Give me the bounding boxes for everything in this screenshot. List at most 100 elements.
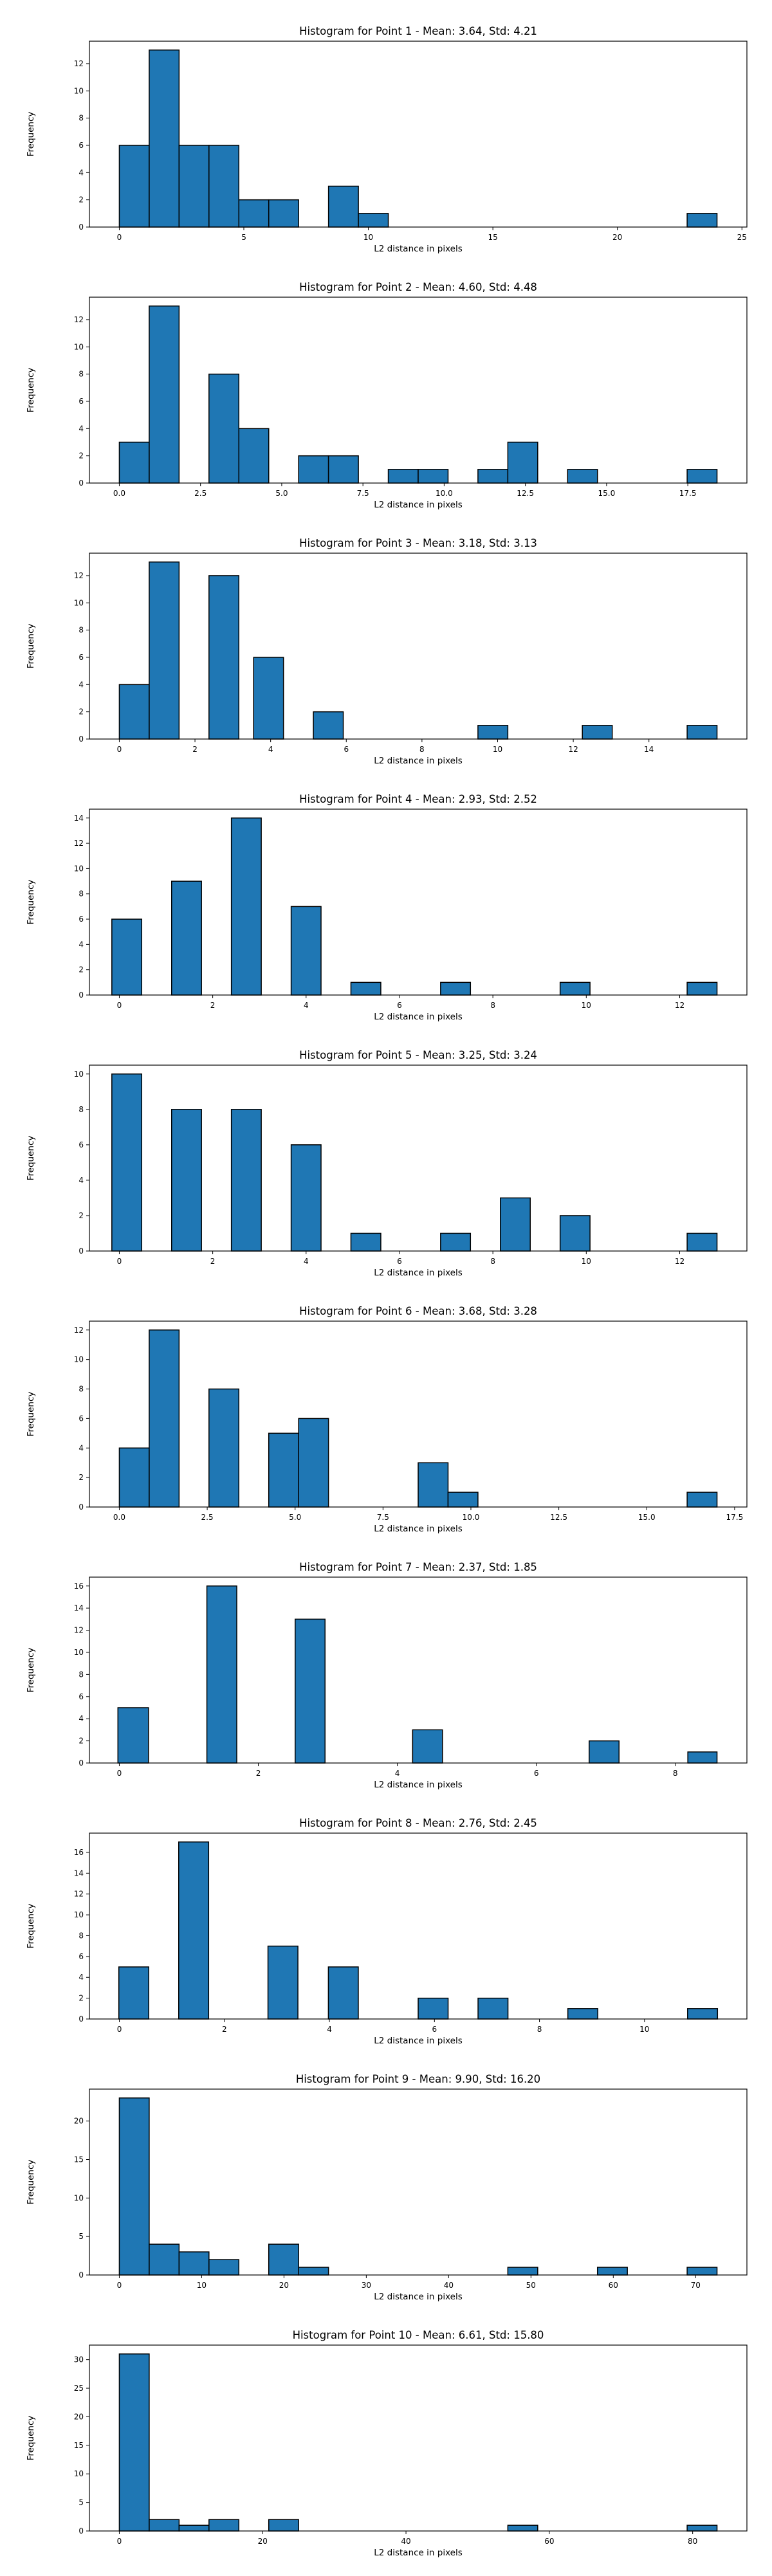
histogram-1-bar-7 xyxy=(327,185,359,228)
histogram-4-xtick-label-4: 6 xyxy=(397,1001,402,1010)
histogram-5-bar-1 xyxy=(111,1073,143,1252)
histogram-9-xtick-label-8: 70 xyxy=(691,2281,701,2290)
histogram-8-ytick-label-3: 4 xyxy=(78,1973,84,1982)
histogram-5-title: Histogram for Point 5 - Mean: 3.25, Std:… xyxy=(299,1049,537,1061)
histogram-7-bar-2 xyxy=(206,1585,237,1764)
histogram-point-1: 0 5 10 15 20 25 0 2 4 6 8 10 12 Histogram for Point 1… xyxy=(26,25,748,254)
histogram-10-ylabel: Frequency xyxy=(26,2416,36,2461)
histogram-4-xtick-label-1: 0 xyxy=(117,1001,122,1010)
histogram-9-axes-frame xyxy=(89,2088,748,2276)
histogram-9-bar-2 xyxy=(149,2243,180,2276)
histogram-2-xtick-label-5: 10.0 xyxy=(436,489,453,498)
histogram-10-ytick-label-7: 30 xyxy=(74,2355,84,2364)
histogram-1-bar-6 xyxy=(268,199,299,228)
histogram-10-bar-3 xyxy=(178,2525,210,2532)
histogram-4-bar-8 xyxy=(686,982,718,996)
histogram-5-xlabel: L2 distance in pixels xyxy=(374,1268,462,1278)
histogram-4-bar-1 xyxy=(111,918,143,996)
histogram-8-ytick-label-5: 8 xyxy=(78,1931,84,1940)
histogram-9-ytick-label-5: 20 xyxy=(74,2117,84,2126)
histogram-1-title: Histogram for Point 1 - Mean: 3.64, Std:… xyxy=(299,25,537,37)
histogram-5-xtick-label-2: 2 xyxy=(210,1257,216,1266)
histogram-9-xtick-label-1: 0 xyxy=(117,2281,122,2290)
histogram-2-xtick-label-4: 7.5 xyxy=(357,489,369,498)
histogram-8-ytick-label-8: 14 xyxy=(74,1868,84,1877)
histogram-6-xtick-label-4: 7.5 xyxy=(377,1513,389,1522)
histogram-6-bar-6 xyxy=(418,1462,449,1508)
histogram-5-bar-5 xyxy=(350,1232,381,1252)
histogram-2-xtick-label-6: 12.5 xyxy=(517,489,534,498)
histogram-5-bar-3 xyxy=(230,1109,262,1252)
histogram-5-ytick-label-6: 10 xyxy=(74,1070,84,1079)
histogram-2-bar-12 xyxy=(686,469,718,484)
histogram-9-bar-8 xyxy=(596,2267,628,2276)
histogram-3-title: Histogram for Point 3 - Mean: 3.18, Std:… xyxy=(299,537,537,549)
histogram-8-xtick-label-4: 6 xyxy=(432,2025,437,2034)
histogram-4-xlabel: L2 distance in pixels xyxy=(374,1012,462,1022)
histogram-1-bar-5 xyxy=(238,199,270,228)
histogram-7-xtick-label-4: 6 xyxy=(534,1769,539,1778)
histogram-3-ytick-label-1: 0 xyxy=(78,735,84,744)
histogram-1-xtick-label-5: 20 xyxy=(612,233,622,242)
histogram-8-xtick-label-5: 8 xyxy=(537,2025,542,2034)
histogram-10-ytick-label-3: 10 xyxy=(74,2469,84,2478)
histogram-5-xtick-label-4: 6 xyxy=(397,1257,402,1266)
histogram-2-xtick-label-2: 2.5 xyxy=(194,489,207,498)
histogram-1-ytick-label-6: 10 xyxy=(74,86,84,95)
histogram-5-ytick-label-3: 4 xyxy=(78,1176,84,1185)
histogram-1-ytick-label-7: 12 xyxy=(74,59,84,68)
histogram-7-xtick-label-1: 0 xyxy=(117,1769,122,1778)
histogram-5-ytick-label-2: 2 xyxy=(78,1211,84,1220)
histogram-9-bar-1 xyxy=(118,2097,150,2276)
histogram-2-ytick-label-2: 2 xyxy=(78,452,84,461)
histogram-3-xlabel: L2 distance in pixels xyxy=(374,756,462,766)
histogram-6-xtick-label-6: 12.5 xyxy=(550,1513,567,1522)
histogram-4-xtick-label-7: 12 xyxy=(675,1001,685,1010)
histogram-9-title: Histogram for Point 9 - Mean: 9.90, Std:… xyxy=(296,2073,540,2085)
histogram-1-ytick-label-4: 6 xyxy=(78,141,84,150)
histogram-7-ylabel: Frequency xyxy=(26,1648,36,1693)
histogram-6-ytick-label-3: 4 xyxy=(78,1443,84,1452)
histogram-6-xtick-label-7: 15.0 xyxy=(638,1513,656,1522)
histogram-9-bar-5 xyxy=(268,2243,299,2276)
histogram-1-xlabel: L2 distance in pixels xyxy=(374,244,462,254)
histogram-2-bar-5 xyxy=(298,455,329,484)
histogram-2-bar-2 xyxy=(149,306,180,484)
histogram-4-ytick-label-1: 0 xyxy=(78,991,84,1000)
histogram-10-xtick-label-1: 0 xyxy=(117,2537,122,2546)
histogram-7-bar-4 xyxy=(412,1729,443,1764)
histogram-9-xtick-label-2: 10 xyxy=(197,2281,207,2290)
histogram-7-bar-6 xyxy=(687,1751,718,1764)
histogram-5-bar-7 xyxy=(500,1197,531,1252)
histogram-7-xtick-label-2: 2 xyxy=(256,1769,261,1778)
histogram-4-xtick-label-6: 10 xyxy=(582,1001,591,1010)
histogram-6-xtick-label-8: 17.5 xyxy=(726,1513,744,1522)
histogram-3-axes-frame xyxy=(89,553,748,740)
histogram-10-xtick-label-2: 20 xyxy=(258,2537,268,2546)
histogram-6-bar-4 xyxy=(268,1432,299,1508)
histogram-8-bar-2 xyxy=(178,1841,210,2020)
histogram-5-bar-6 xyxy=(440,1232,472,1252)
histogram-7-bar-5 xyxy=(589,1740,620,1764)
histogram-point-5: 0 2 4 6 8 10 12 0 2 4 6 8 10 Histogram for Point 5 - … xyxy=(26,1049,748,1278)
histogram-10-xtick-label-3: 40 xyxy=(401,2537,410,2546)
histogram-9-bar-3 xyxy=(178,2251,210,2276)
histogram-4-xtick-label-5: 8 xyxy=(490,1001,495,1010)
histogram-8-title: Histogram for Point 8 - Mean: 2.76, Std:… xyxy=(299,1817,537,1829)
histogram-3-bar-1 xyxy=(118,684,150,740)
histogram-4-bar-4 xyxy=(290,906,322,996)
histogram-5-ylabel: Frequency xyxy=(26,1136,36,1181)
histogram-3-bar-2 xyxy=(149,562,180,740)
histogram-9-xtick-label-4: 30 xyxy=(362,2281,371,2290)
histogram-2-axes-frame xyxy=(89,297,748,484)
histogram-10-ytick-label-1: 0 xyxy=(78,2526,84,2535)
histogram-6-ytick-label-6: 10 xyxy=(74,1355,84,1364)
histogram-9-bar-7 xyxy=(507,2267,538,2276)
histogram-4-ylabel: Frequency xyxy=(26,880,36,925)
histogram-point-9: 0 10 20 30 40 50 60 70 0 5 10 15 20 Histogram for Poi… xyxy=(26,2073,748,2302)
histogram-4-axes-frame xyxy=(89,808,748,996)
histogram-8-bar-5 xyxy=(418,1997,449,2020)
histogram-7-axes-frame xyxy=(89,1576,748,1764)
histogram-4-bar-5 xyxy=(350,982,381,996)
